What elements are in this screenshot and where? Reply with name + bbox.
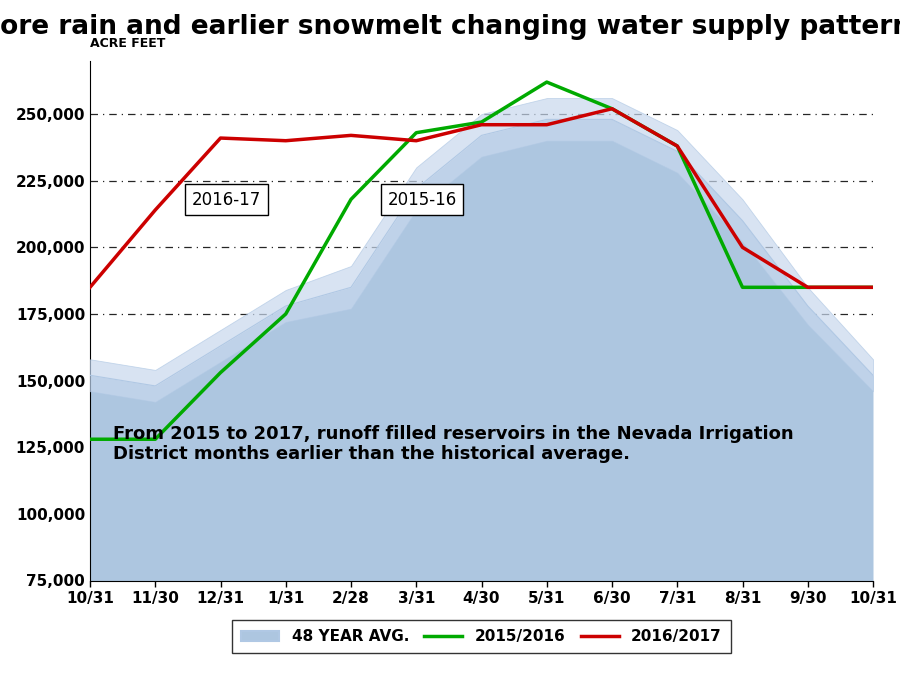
- Text: 2016-17: 2016-17: [192, 190, 261, 209]
- Text: ACRE FEET: ACRE FEET: [90, 37, 166, 51]
- Text: 2015-16: 2015-16: [388, 190, 457, 209]
- Legend: 48 YEAR AVG., 2015/2016, 2016/2017: 48 YEAR AVG., 2015/2016, 2016/2017: [232, 620, 731, 653]
- Text: More rain and earlier snowmelt changing water supply patterns: More rain and earlier snowmelt changing …: [0, 14, 900, 40]
- Text: From 2015 to 2017, runoff filled reservoirs in the Nevada Irrigation
District mo: From 2015 to 2017, runoff filled reservo…: [113, 425, 794, 463]
